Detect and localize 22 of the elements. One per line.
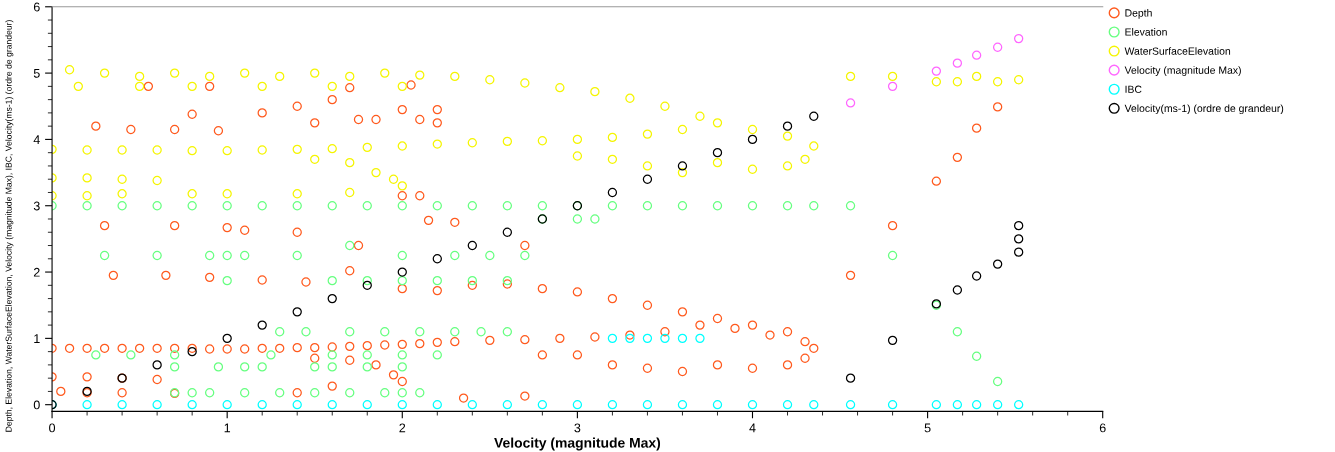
- y-tick-label: 5: [33, 69, 40, 78]
- x-tick-label: 4: [749, 423, 756, 433]
- y-tick-label: 4: [33, 135, 40, 144]
- x-tick-label: 5: [924, 423, 931, 433]
- x-tick-label: 1: [224, 423, 231, 433]
- x-tick-label: 0: [49, 423, 56, 433]
- legend-label: Elevation: [1125, 28, 1167, 36]
- y-tick-label: 6: [33, 2, 40, 12]
- legend-label: Depth: [1125, 8, 1152, 19]
- legend-label: Velocity(ms-1) (ordre de grandeur): [1124, 104, 1284, 115]
- y-tick-label: 2: [33, 267, 40, 277]
- legend-label: IBC: [1125, 85, 1142, 93]
- x-axis-title: Velocity (magnitude Max): [494, 437, 661, 451]
- legend-label: WaterSurfaceElevation: [1124, 47, 1231, 55]
- x-tick-label: 6: [1099, 423, 1106, 433]
- legend-label: Velocity (magnitude Max): [1124, 66, 1241, 76]
- y-tick-label: 0: [33, 400, 40, 410]
- y-tick-label: 3: [33, 201, 40, 211]
- y-tick-label: 1: [34, 334, 40, 343]
- x-tick-label: 2: [399, 423, 406, 433]
- y-axis-title: Depth, Elevation, WaterSurfaceElevation, Velocity (magnitude Max), IBC, Velocity(ms-1) (ordre de grandeur): [5, 20, 14, 432]
- x-tick-label: 3: [574, 423, 581, 433]
